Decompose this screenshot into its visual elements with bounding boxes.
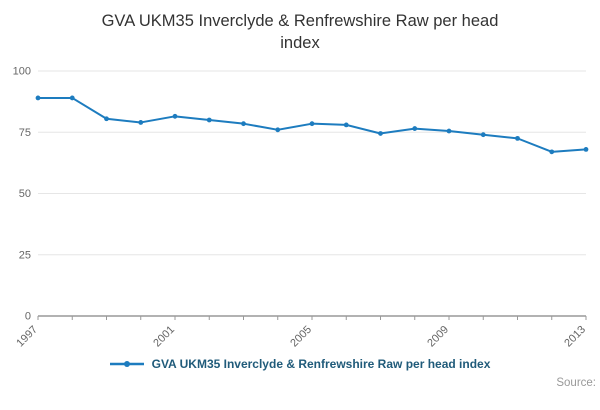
- x-tick-label: 1997: [14, 323, 40, 349]
- y-tick-label: 100: [13, 65, 31, 77]
- y-tick-label: 50: [19, 188, 31, 200]
- data-point: [549, 148, 555, 154]
- x-tick-label: 2005: [288, 323, 314, 349]
- data-point: [343, 122, 349, 127]
- data-point: [35, 95, 41, 100]
- y-tick-label: 0: [25, 310, 31, 322]
- data-point: [412, 125, 418, 131]
- x-tick-label: 2009: [425, 323, 451, 349]
- data-point: [138, 119, 144, 125]
- legend-item[interactable]: GVA UKM35 Inverclyde & Renfrewshire Raw …: [0, 357, 600, 371]
- y-tick-label: 25: [19, 249, 31, 261]
- source-label: Source:: [556, 376, 596, 389]
- legend-series-marker-icon: [109, 360, 144, 367]
- x-tick-label: 2013: [562, 323, 588, 349]
- data-point: [275, 126, 281, 132]
- chart-title: GVA UKM35 Inverclyde & Renfrewshire Raw …: [101, 12, 499, 53]
- data-point: [378, 130, 383, 136]
- x-tick-label: 2001: [151, 323, 177, 349]
- data-point: [446, 128, 452, 133]
- data-point: [480, 131, 486, 137]
- data-point: [172, 113, 178, 119]
- data-point: [241, 120, 246, 126]
- data-point: [309, 120, 315, 126]
- data-point: [583, 146, 589, 152]
- data-point: [104, 115, 109, 121]
- line-chart-svg: 0 25 50 75 100 1997 2001 2005 2009 2013: [13, 65, 589, 349]
- legend-label: GVA UKM35 Inverclyde & Renfrewshire Raw …: [151, 356, 491, 371]
- data-point: [206, 117, 212, 122]
- data-point: [515, 135, 520, 141]
- y-tick-label: 75: [19, 126, 31, 138]
- data-point: [69, 95, 75, 100]
